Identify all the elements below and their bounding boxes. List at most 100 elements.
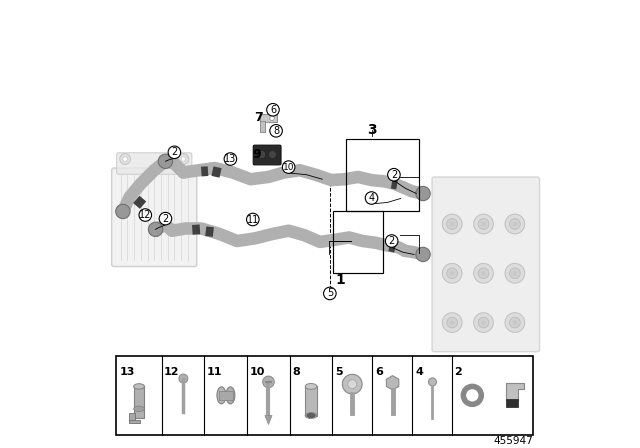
Circle shape bbox=[447, 268, 458, 279]
Circle shape bbox=[270, 116, 275, 121]
Circle shape bbox=[416, 186, 430, 201]
Circle shape bbox=[481, 271, 486, 276]
Circle shape bbox=[447, 219, 458, 229]
FancyBboxPatch shape bbox=[116, 153, 192, 174]
Text: 5: 5 bbox=[335, 367, 342, 377]
Text: 2: 2 bbox=[388, 236, 395, 246]
Ellipse shape bbox=[305, 383, 317, 389]
Bar bbox=[116, 356, 532, 435]
Bar bbox=[129, 413, 134, 421]
Circle shape bbox=[181, 157, 186, 161]
Text: 13: 13 bbox=[119, 367, 134, 377]
Circle shape bbox=[123, 157, 127, 161]
Polygon shape bbox=[265, 416, 272, 425]
Text: 6: 6 bbox=[270, 105, 276, 115]
Bar bbox=[333, 211, 383, 273]
Ellipse shape bbox=[134, 406, 145, 411]
Text: 12: 12 bbox=[164, 367, 180, 377]
Circle shape bbox=[139, 209, 152, 221]
Circle shape bbox=[509, 268, 520, 279]
Circle shape bbox=[282, 161, 295, 173]
Text: 3: 3 bbox=[367, 123, 377, 137]
Text: 8: 8 bbox=[292, 367, 300, 377]
Circle shape bbox=[246, 213, 259, 226]
Text: 12: 12 bbox=[139, 210, 152, 220]
Circle shape bbox=[159, 212, 172, 225]
Circle shape bbox=[513, 320, 517, 325]
Circle shape bbox=[385, 235, 398, 247]
Circle shape bbox=[342, 375, 362, 394]
Text: 8: 8 bbox=[273, 126, 279, 136]
Circle shape bbox=[365, 192, 378, 204]
Text: 2: 2 bbox=[454, 367, 462, 377]
Text: 4: 4 bbox=[369, 193, 374, 203]
Ellipse shape bbox=[134, 383, 145, 389]
Circle shape bbox=[474, 263, 493, 283]
Circle shape bbox=[324, 287, 336, 300]
Circle shape bbox=[269, 151, 276, 159]
Text: 2: 2 bbox=[172, 147, 177, 157]
Bar bbox=[219, 391, 232, 400]
Text: 6: 6 bbox=[375, 367, 383, 377]
Circle shape bbox=[120, 154, 131, 164]
Circle shape bbox=[428, 378, 436, 386]
Circle shape bbox=[505, 214, 525, 234]
Circle shape bbox=[450, 271, 454, 276]
Circle shape bbox=[478, 268, 489, 279]
Circle shape bbox=[509, 317, 520, 328]
Circle shape bbox=[505, 263, 525, 283]
Circle shape bbox=[513, 271, 517, 276]
Circle shape bbox=[168, 146, 180, 159]
Circle shape bbox=[224, 153, 237, 165]
Circle shape bbox=[148, 222, 163, 237]
Circle shape bbox=[513, 222, 517, 226]
Polygon shape bbox=[506, 383, 524, 400]
Circle shape bbox=[442, 214, 462, 234]
Text: 7: 7 bbox=[255, 111, 263, 124]
Bar bbox=[506, 400, 518, 407]
Text: 2: 2 bbox=[391, 170, 397, 180]
Circle shape bbox=[450, 222, 454, 226]
Text: 11: 11 bbox=[207, 367, 223, 377]
Circle shape bbox=[447, 317, 458, 328]
Circle shape bbox=[474, 214, 493, 234]
Circle shape bbox=[267, 103, 279, 116]
Circle shape bbox=[270, 125, 282, 137]
Bar bbox=[134, 386, 145, 418]
Circle shape bbox=[481, 222, 486, 226]
Text: 11: 11 bbox=[246, 215, 259, 224]
Circle shape bbox=[388, 168, 400, 181]
Circle shape bbox=[474, 313, 493, 332]
Circle shape bbox=[505, 313, 525, 332]
Polygon shape bbox=[387, 375, 399, 390]
Circle shape bbox=[158, 154, 173, 168]
Bar bbox=[260, 121, 265, 132]
Circle shape bbox=[262, 376, 275, 388]
Circle shape bbox=[478, 219, 489, 229]
Circle shape bbox=[116, 204, 130, 219]
Bar bbox=[260, 114, 278, 122]
Circle shape bbox=[442, 313, 462, 332]
Text: 1: 1 bbox=[335, 273, 345, 287]
Circle shape bbox=[509, 219, 520, 229]
Bar bbox=[129, 420, 140, 423]
Ellipse shape bbox=[307, 414, 315, 418]
Text: 13: 13 bbox=[224, 154, 237, 164]
Circle shape bbox=[416, 247, 430, 262]
Circle shape bbox=[179, 374, 188, 383]
Circle shape bbox=[178, 154, 189, 164]
FancyBboxPatch shape bbox=[253, 145, 281, 165]
Text: 4: 4 bbox=[415, 367, 423, 377]
Ellipse shape bbox=[217, 387, 226, 404]
Text: 5: 5 bbox=[327, 289, 333, 298]
Ellipse shape bbox=[226, 387, 235, 404]
Text: 10: 10 bbox=[250, 367, 265, 377]
FancyBboxPatch shape bbox=[111, 168, 196, 267]
Ellipse shape bbox=[305, 413, 317, 418]
Circle shape bbox=[481, 320, 486, 325]
FancyBboxPatch shape bbox=[432, 177, 540, 352]
Text: 455947: 455947 bbox=[493, 436, 532, 446]
Text: 2: 2 bbox=[163, 214, 168, 224]
Text: 10: 10 bbox=[283, 163, 294, 172]
Circle shape bbox=[442, 263, 462, 283]
